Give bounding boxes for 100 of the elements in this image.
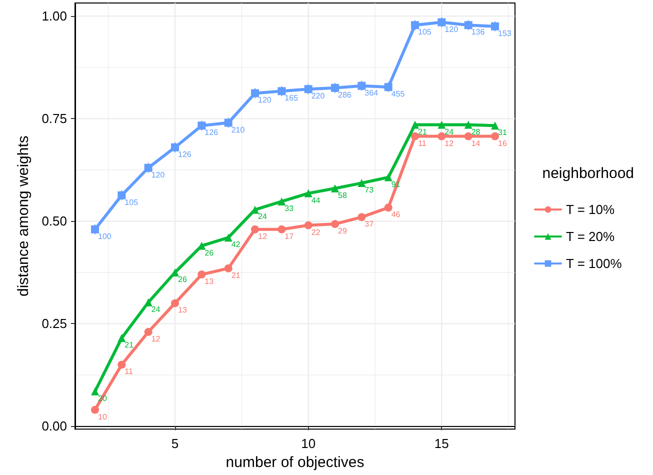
annotation: 33 (284, 204, 294, 213)
annotation: 12 (151, 334, 161, 344)
annotation: 10 (98, 412, 108, 422)
point (358, 179, 366, 188)
annotation: 286 (338, 90, 352, 100)
point (384, 204, 392, 212)
point (411, 21, 419, 30)
annotation: 11 (124, 367, 134, 376)
annotation: 37 (364, 220, 374, 229)
annotation: 455 (391, 90, 406, 99)
annotation: 46 (391, 210, 401, 220)
point (464, 120, 472, 129)
x-tick-label: 5 (171, 436, 179, 452)
point (331, 84, 339, 92)
point (118, 360, 126, 369)
point (171, 143, 179, 152)
annotation: 17 (284, 232, 294, 241)
annotation: 120 (258, 96, 272, 105)
point (491, 122, 499, 130)
annotation: 11 (418, 138, 427, 148)
legend-label: T = 20% (566, 229, 615, 244)
annotation: 26 (178, 274, 188, 284)
point (198, 122, 206, 130)
point (118, 334, 126, 342)
annotation: 105 (124, 198, 139, 207)
point (438, 132, 446, 140)
point (91, 225, 99, 234)
point (304, 189, 312, 198)
point (438, 18, 446, 26)
annotation: 126 (178, 150, 192, 159)
point (171, 299, 179, 308)
annotation: 12 (258, 232, 268, 241)
annotation: 364 (364, 88, 379, 98)
annotation: 220 (311, 92, 326, 101)
annotation: 44 (311, 196, 321, 205)
annotation: 210 (231, 125, 246, 134)
annotation: 42 (231, 240, 241, 250)
annotation: 21 (231, 270, 241, 280)
annotation: 24 (444, 127, 454, 136)
point (331, 184, 339, 192)
x-tick-label: 10 (301, 436, 316, 452)
x-axis-title: number of objectives (226, 454, 364, 471)
point (144, 328, 152, 336)
annotation: 153 (498, 28, 512, 38)
annotation: 24 (258, 212, 268, 222)
annotation: 73 (364, 186, 374, 195)
annotation: 165 (284, 94, 299, 103)
point (491, 22, 499, 30)
y-tick-label: 0.25 (42, 316, 67, 332)
annotation: 21 (124, 340, 134, 350)
annotation: 26 (204, 248, 214, 258)
annotation: 21 (418, 127, 428, 136)
text: 0.00 (42, 418, 67, 434)
point (144, 164, 152, 172)
point (118, 191, 126, 200)
annotation: 31 (498, 128, 508, 138)
annotation: 12 (444, 138, 454, 148)
point (411, 132, 419, 140)
point (411, 120, 419, 129)
annotation: 16 (498, 138, 508, 148)
point (278, 87, 286, 96)
annotation: 126 (204, 128, 219, 138)
point (251, 89, 259, 98)
y-tick-label: 1.00 (42, 8, 67, 24)
point (224, 118, 232, 127)
point (464, 21, 472, 30)
point (384, 83, 392, 92)
annotation: 29 (338, 226, 348, 236)
point (91, 387, 99, 396)
point (331, 220, 339, 228)
point (198, 270, 206, 278)
point (358, 213, 366, 222)
point (438, 120, 446, 129)
annotation: 100 (98, 232, 112, 241)
y-tick-label: 0.50 (42, 214, 67, 229)
annotation: 22 (311, 228, 321, 237)
point (91, 406, 99, 414)
point (144, 298, 152, 306)
annotation: 28 (471, 127, 481, 136)
annotation: 24 (151, 304, 161, 314)
annotation: 136 (471, 28, 486, 37)
annotation: 13 (178, 306, 188, 315)
point (464, 132, 472, 140)
annotation: 58 (338, 190, 348, 200)
point (278, 197, 286, 206)
point (491, 132, 499, 140)
legend-title: neighborhood (542, 165, 634, 182)
point (278, 225, 286, 234)
y-tick-label: 0.75 (42, 111, 67, 126)
point (304, 85, 312, 94)
y-axis-title: distance among weights (14, 136, 32, 297)
annotation: 105 (418, 28, 432, 37)
annotation: 120 (151, 170, 166, 180)
annotation: 13 (204, 276, 214, 286)
legend-label: T = 100% (566, 256, 622, 271)
legend-label: T = 10% (566, 202, 615, 217)
x-tick-label: 15 (434, 436, 449, 452)
point (224, 264, 232, 272)
point (224, 234, 232, 242)
point (384, 173, 392, 182)
